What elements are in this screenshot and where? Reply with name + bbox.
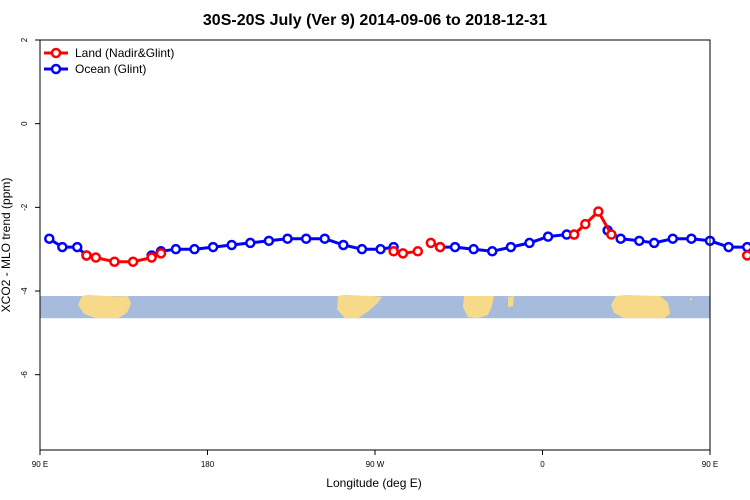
data-point	[90, 252, 102, 263]
x-axis-label: Longitude (deg E)	[326, 476, 421, 490]
legend: Land (Nadir&Glint) Ocean (Glint)	[44, 46, 174, 76]
data-point	[606, 229, 617, 240]
map-land-island	[690, 298, 692, 301]
data-point	[388, 246, 399, 257]
data-point	[593, 206, 604, 217]
data-point	[487, 246, 498, 257]
data-point	[568, 229, 580, 240]
data-point	[667, 233, 679, 244]
data-point	[263, 235, 275, 247]
map-land-australia	[78, 294, 131, 319]
legend-label: Ocean (Glint)	[75, 62, 146, 76]
data-point	[425, 237, 437, 249]
y-tick-label: -2	[20, 203, 29, 211]
data-point	[300, 233, 312, 244]
data-point	[723, 241, 734, 253]
data-point	[44, 233, 55, 244]
map-strip	[40, 294, 710, 319]
data-point	[524, 237, 535, 249]
data-point	[245, 237, 256, 249]
data-point	[741, 250, 750, 261]
data-point	[338, 239, 349, 251]
x-tick-label: 90 E	[702, 460, 718, 469]
data-point	[146, 252, 157, 263]
y-tick-label: -6	[20, 371, 29, 379]
data-point	[449, 241, 461, 253]
x-tick-label: 0	[540, 460, 545, 469]
map-ocean	[40, 296, 710, 319]
y-tick-label: -4	[20, 287, 29, 295]
data-point	[412, 246, 424, 257]
data-point	[505, 241, 517, 253]
data-point	[542, 231, 554, 242]
x-tick-label: 90 E	[32, 460, 48, 469]
map-land-africa	[463, 296, 494, 319]
y-axis: 2 0 -2 -4 -6	[20, 37, 40, 378]
data-point	[127, 256, 139, 267]
data-point	[155, 248, 167, 259]
data-point	[170, 243, 182, 255]
x-tick-label: 180	[201, 460, 215, 469]
x-tick-label: 90 W	[366, 460, 385, 469]
y-tick-label: 2	[20, 37, 29, 42]
map-land-madagascar	[508, 296, 514, 308]
x-axis: 90 E 180 90 W 0 90 E	[32, 450, 718, 469]
y-axis-label: XCO2 - MLO trend (ppm)	[0, 178, 13, 313]
y-tick-label: 0	[20, 121, 29, 126]
data-point	[109, 256, 120, 267]
map-land-australia-repeat	[611, 294, 670, 319]
data-point	[282, 233, 293, 244]
data-point	[319, 233, 330, 244]
series-line	[48, 237, 88, 257]
data-point	[648, 237, 660, 249]
data-point	[686, 233, 697, 244]
legend-label: Land (Nadir&Glint)	[75, 46, 174, 60]
legend-marker	[50, 63, 62, 75]
data-point	[741, 241, 750, 253]
data-point	[57, 241, 68, 253]
plot-area	[44, 206, 750, 267]
data-point	[397, 248, 409, 259]
data-point	[71, 241, 83, 253]
map-land-south-america	[337, 294, 382, 319]
data-point	[434, 241, 446, 253]
data-point	[226, 239, 237, 251]
series-line	[573, 210, 613, 236]
data-point	[81, 250, 92, 261]
data-point	[634, 235, 645, 247]
data-point	[580, 218, 591, 230]
data-point	[189, 243, 200, 255]
chart-title: 30S-20S July (Ver 9) 2014-09-06 to 2018-…	[203, 12, 547, 29]
data-point	[207, 241, 219, 253]
data-point	[615, 233, 626, 244]
legend-marker	[50, 47, 62, 59]
data-point	[375, 243, 386, 255]
data-point	[468, 243, 479, 255]
data-point	[356, 243, 368, 255]
